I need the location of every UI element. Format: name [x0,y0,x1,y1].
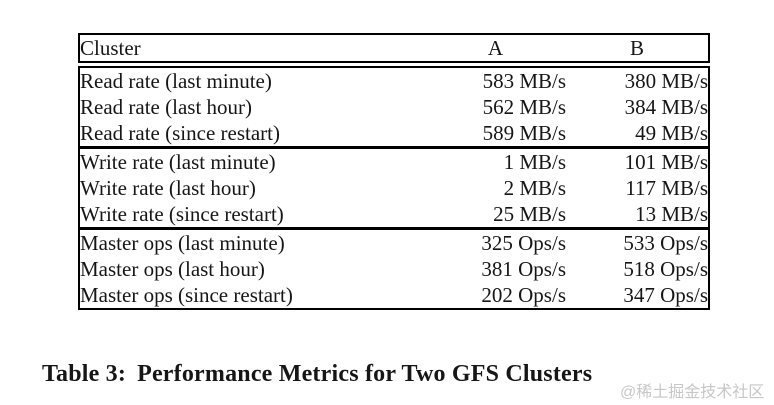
metrics-table-header: Cluster A B [78,33,710,63]
cluster-a-value: 589 MB/s [482,120,566,145]
cluster-a-value: 202 Ops/s [481,282,566,307]
table-caption-title: Performance Metrics for Two GFS Clusters [137,361,593,387]
cluster-a-value: 381 Ops/s [481,256,566,281]
cluster-a-value: 1 MB/s [425,146,566,175]
table-row-write-last-hour: Write rate (last hour) 2 MB/s 117 MB/s [79,175,709,201]
metric-label: Read rate (last minute) [80,68,272,93]
cluster-a-value: 583 MB/s [482,68,566,93]
cluster-b-value: 347 Ops/s [623,282,708,307]
metric-label: Write rate (last hour) [80,175,256,200]
metric-label: Write rate (last minute) [79,146,425,175]
table-row-master-last-hour: Master ops (last hour) 381 Ops/s 518 Ops… [79,256,709,282]
cluster-b-value: 101 MB/s [566,146,709,175]
table-row-read-since-restart: Read rate (since restart) 589 MB/s 49 MB… [79,120,709,148]
cluster-b-value: 49 MB/s [635,120,708,145]
table-row-master-last-minute: Master ops (last minute) 325 Ops/s 533 O… [79,227,709,256]
cluster-b-value: 533 Ops/s [566,227,709,256]
table-caption: Table 3: Performance Metrics for Two GFS … [42,361,592,388]
column-header-cluster: Cluster [80,35,141,60]
metrics-table-body: Read rate (last minute) 583 MB/s 380 MB/… [78,66,710,310]
cluster-b-value: 13 MB/s [635,201,708,226]
column-header-b: B [629,35,644,60]
table-caption-number: Table 3: [42,361,127,387]
header-row: Cluster A B [79,34,709,62]
cluster-b-value: 384 MB/s [624,94,708,119]
cluster-a-value: 25 MB/s [493,201,566,226]
table-row-master-since-restart: Master ops (since restart) 202 Ops/s 347… [79,282,709,309]
cluster-a-value: 2 MB/s [503,175,566,200]
watermark: @稀土掘金技术社区 [620,384,765,401]
metric-label: Read rate (last hour) [80,94,253,119]
metric-label: Master ops (since restart) [80,282,293,307]
table-row-write-since-restart: Write rate (since restart) 25 MB/s 13 MB… [79,201,709,229]
table-row-write-last-minute: Write rate (last minute) 1 MB/s 101 MB/s [79,146,709,175]
cluster-b-value: 518 Ops/s [623,256,708,281]
metric-label: Master ops (last hour) [80,256,265,281]
metric-label: Master ops (last minute) [79,227,425,256]
metrics-table: Cluster A B Read rate (last minute) 583 … [78,33,710,310]
metric-label: Read rate (since restart) [80,120,280,145]
cluster-b-value: 117 MB/s [625,175,708,200]
cluster-a-value: 325 Ops/s [425,227,566,256]
metric-label: Write rate (since restart) [80,201,284,226]
cluster-a-value: 562 MB/s [482,94,566,119]
column-header-a: A [487,35,504,60]
table-row-read-last-minute: Read rate (last minute) 583 MB/s 380 MB/… [79,67,709,94]
table-row-read-last-hour: Read rate (last hour) 562 MB/s 384 MB/s [79,94,709,120]
cluster-b-value: 380 MB/s [624,68,708,93]
